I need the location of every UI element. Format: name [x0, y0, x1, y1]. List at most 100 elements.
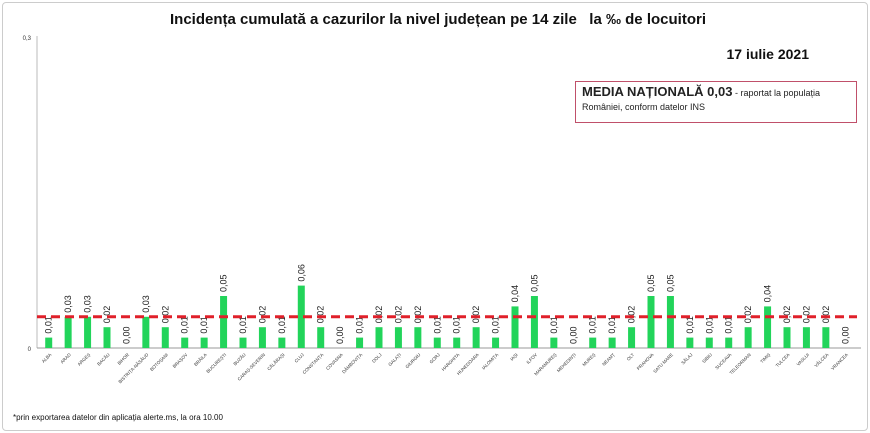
value-label: 0,05	[665, 274, 675, 292]
x-tick-label: COVASNA	[325, 352, 344, 371]
x-tick-label: VRANCEA	[830, 352, 849, 371]
bar	[181, 337, 189, 348]
bar	[297, 285, 305, 348]
value-label: 0,00	[840, 326, 850, 344]
x-tick-label: HARGHITA	[441, 352, 461, 372]
x-tick-label: MEHEDINȚI	[556, 352, 577, 373]
bar	[200, 337, 208, 348]
x-tick-label: DOLJ	[371, 352, 383, 364]
y-tick-label: 0,3	[23, 36, 32, 42]
x-tick-label: ILFOV	[525, 352, 538, 365]
bar	[453, 337, 461, 348]
value-label: 0,03	[141, 295, 151, 313]
national-average-note: - raportat la populația României, confor…	[582, 88, 821, 112]
bar	[220, 296, 228, 348]
value-label: 0,04	[510, 285, 520, 303]
value-label: 0,03	[83, 295, 93, 313]
bar	[258, 327, 266, 348]
bar	[511, 306, 519, 348]
x-tick-label: VASLUI	[796, 352, 811, 367]
bar	[161, 327, 169, 348]
value-label: 0,00	[335, 326, 345, 344]
bar	[103, 327, 111, 348]
value-label: 0,04	[763, 285, 773, 303]
x-tick-label: BRĂILA	[192, 351, 208, 367]
value-label: 0,01	[238, 316, 248, 334]
x-tick-label: CLUJ	[293, 352, 305, 364]
bar	[414, 327, 422, 348]
value-label: 0,02	[374, 306, 384, 324]
value-label: 0,02	[627, 306, 637, 324]
x-tick-label: TIMIȘ	[759, 352, 771, 364]
value-label: 0,02	[160, 306, 170, 324]
x-tick-label: NEAMȚ	[601, 352, 616, 367]
value-label: 0,02	[743, 306, 753, 324]
value-label: 0,00	[121, 326, 131, 344]
x-tick-label: BUZĂU	[232, 351, 247, 366]
bar	[492, 337, 500, 348]
footnote: *prin exportarea datelor din aplicația a…	[13, 413, 223, 422]
bar	[647, 296, 655, 348]
value-label: 0,02	[782, 306, 792, 324]
x-tick-label: ARGEȘ	[77, 352, 92, 367]
value-label: 0,02	[257, 306, 267, 324]
x-tick-label: IALOMIȚA	[481, 352, 499, 370]
value-label: 0,01	[704, 316, 714, 334]
x-tick-label: BACĂU	[95, 351, 110, 366]
x-tick-label: BRAȘOV	[172, 352, 189, 369]
bar	[530, 296, 538, 348]
x-tick-label: GIURGIU	[404, 352, 421, 369]
bar	[764, 306, 772, 348]
bar	[666, 296, 674, 348]
x-tick-label: SIBIU	[701, 352, 713, 364]
chart-title: Incidența cumulată a cazurilor la nivel …	[170, 11, 706, 28]
value-label: 0,01	[452, 316, 462, 334]
bar	[628, 327, 636, 348]
x-tick-label: OLT	[626, 352, 636, 362]
x-tick-label: SUCEAVA	[714, 352, 732, 370]
value-label: 0,01	[277, 316, 287, 334]
x-tick-label: GALAȚI	[387, 352, 402, 367]
bar	[64, 316, 72, 348]
value-label: 0,01	[44, 316, 54, 334]
x-tick-label: BOTOȘANI	[149, 352, 169, 372]
bar	[802, 327, 810, 348]
bar	[550, 337, 558, 348]
x-tick-label: IAȘI	[509, 352, 519, 362]
x-tick-label: CONSTANȚA	[301, 352, 324, 375]
x-tick-label: GORJ	[429, 352, 441, 364]
bar	[394, 327, 402, 348]
value-label: 0,02	[316, 306, 326, 324]
value-label: 0,06	[296, 264, 306, 282]
x-tick-label: BIHOR	[117, 352, 131, 366]
value-label: 0,01	[549, 316, 559, 334]
value-label: 0,01	[685, 316, 695, 334]
value-label: 0,03	[63, 295, 73, 313]
bar	[705, 337, 713, 348]
value-label: 0,02	[801, 306, 811, 324]
value-label: 0,02	[102, 306, 112, 324]
x-tick-label: TULCEA	[775, 352, 791, 368]
value-label: 0,01	[491, 316, 501, 334]
y-tick-label: 0	[28, 347, 32, 353]
x-tick-label: ARAD	[59, 352, 72, 365]
bar	[822, 327, 830, 348]
value-label: 0,01	[724, 316, 734, 334]
x-tick-label: BUCUREȘTI	[205, 352, 227, 374]
value-label: 0,01	[199, 316, 209, 334]
bar	[278, 337, 286, 348]
national-average-value: MEDIA NAȚIONALĂ 0,03	[582, 84, 733, 99]
value-label: 0,05	[529, 274, 539, 292]
value-label: 0,05	[219, 274, 229, 292]
x-tick-label: DÂMBOVIȚA	[340, 351, 363, 374]
value-label: 0,01	[588, 316, 598, 334]
bar	[239, 337, 247, 348]
national-average-box: MEDIA NAȚIONALĂ 0,03 - raportat la popul…	[575, 81, 857, 123]
bar	[356, 337, 364, 348]
value-label: 0,01	[180, 316, 190, 334]
bar	[783, 327, 791, 348]
bar	[433, 337, 441, 348]
value-label: 0,00	[568, 326, 578, 344]
value-label: 0,02	[413, 306, 423, 324]
